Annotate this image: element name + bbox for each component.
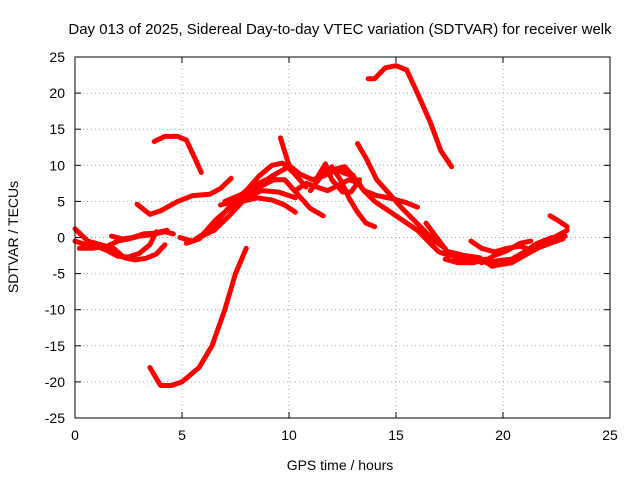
series-line-arc-18 (333, 164, 420, 210)
series-line-arc-16 (314, 161, 363, 195)
x-tick-label: 0 (71, 427, 79, 443)
series-line-arc-21 (365, 63, 455, 170)
series-line-arc-12 (222, 177, 326, 219)
x-tick-label: 25 (602, 427, 618, 443)
axis-ticks: 0 5 10 15 20 25 -25 -20 -15 -10 -5 0 5 10 15 20 25 (45, 49, 618, 443)
y-tick-label: -25 (45, 410, 65, 426)
series-line-arc-05 (134, 175, 234, 217)
y-tick-label: 10 (49, 157, 65, 173)
y-tick-label: 25 (49, 49, 65, 65)
x-tick-label: 5 (178, 427, 186, 443)
y-tick-label: 5 (57, 193, 65, 209)
x-tick-label: 10 (281, 427, 297, 443)
series-line-arc-26 (479, 238, 534, 266)
y-tick-label: -20 (45, 374, 65, 390)
series-line-arc-20 (355, 141, 448, 251)
series-line-arc-17 (307, 164, 378, 230)
data-series (72, 63, 570, 388)
y-tick-label: 0 (57, 230, 65, 246)
y-tick-label: -10 (45, 302, 65, 318)
series-line-arc-19 (340, 170, 452, 258)
series-line-arc-06 (151, 133, 204, 175)
series-line-arc-04 (108, 227, 170, 242)
y-axis-label: SDTVAR / TECUs (5, 181, 21, 293)
chart-title: Day 013 of 2025, Sidereal Day-to-day VTE… (68, 21, 612, 38)
x-tick-label: 15 (388, 427, 404, 443)
y-tick-label: -15 (45, 338, 65, 354)
series-line-arc-11 (218, 188, 298, 208)
y-tick-label: 15 (49, 121, 65, 137)
series-line-arc-07 (147, 245, 249, 388)
series-line-arc-27 (547, 213, 570, 230)
x-axis-label: GPS time / hours (287, 457, 394, 473)
x-tick-label: 20 (495, 427, 511, 443)
series-line-arc-15 (292, 177, 363, 194)
series-line-arc-02 (72, 226, 168, 263)
series-line-arc-01 (72, 229, 159, 260)
y-tick-label: -5 (53, 266, 66, 282)
series-line-arc-13 (243, 160, 309, 194)
y-tick-label: 20 (49, 85, 65, 101)
